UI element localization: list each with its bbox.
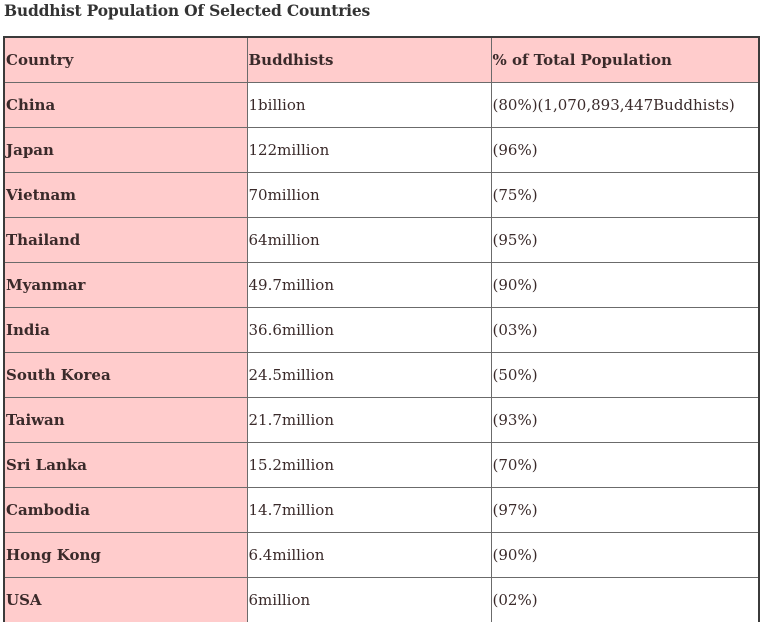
table-row: South Korea 24.5million (50%)	[4, 352, 760, 398]
buddhists-cell: 49.7million	[247, 262, 492, 308]
buddhists-cell: 24.5million	[247, 352, 492, 398]
buddhists-cell: 36.6million	[247, 307, 492, 353]
table-row: Thailand 64million (95%)	[4, 217, 760, 263]
percent-cell: (93%)	[491, 397, 760, 443]
percent-cell: (90%)	[491, 262, 760, 308]
table-row: USA 6million (02%)	[4, 577, 760, 622]
country-cell: South Korea	[4, 352, 248, 398]
percent-cell: (02%)	[491, 577, 760, 622]
buddhists-cell: 1billion	[247, 82, 492, 128]
table-row: Hong Kong 6.4million (90%)	[4, 532, 760, 578]
country-cell: Thailand	[4, 217, 248, 263]
country-cell: Cambodia	[4, 487, 248, 533]
percent-cell: (03%)	[491, 307, 760, 353]
percent-cell: (75%)	[491, 172, 760, 218]
header-percent: % of Total Population	[491, 37, 760, 83]
buddhists-cell: 64million	[247, 217, 492, 263]
table-row: India 36.6million (03%)	[4, 307, 760, 353]
country-cell: Sri Lanka	[4, 442, 248, 488]
buddhists-cell: 70million	[247, 172, 492, 218]
percent-cell: (95%)	[491, 217, 760, 263]
header-country: Country	[4, 37, 248, 83]
table-row: Cambodia 14.7million (97%)	[4, 487, 760, 533]
country-cell: Myanmar	[4, 262, 248, 308]
buddhists-cell: 14.7million	[247, 487, 492, 533]
table-row: Japan 122million (96%)	[4, 127, 760, 173]
buddhists-cell: 21.7million	[247, 397, 492, 443]
header-buddhists: Buddhists	[247, 37, 492, 83]
percent-cell: (70%)	[491, 442, 760, 488]
table-header-row: Country Buddhists % of Total Population	[4, 37, 760, 83]
buddhists-cell: 122million	[247, 127, 492, 173]
buddhists-cell: 15.2million	[247, 442, 492, 488]
country-cell: Taiwan	[4, 397, 248, 443]
page-title: Buddhist Population Of Selected Countrie…	[4, 1, 371, 20]
buddhists-cell: 6million	[247, 577, 492, 622]
table-row: China 1billion (80%)(1,070,893,447Buddhi…	[4, 82, 760, 128]
population-table: Country Buddhists % of Total Population …	[3, 36, 760, 622]
percent-cell: (80%)(1,070,893,447Buddhists)	[491, 82, 760, 128]
percent-cell: (90%)	[491, 532, 760, 578]
country-cell: China	[4, 82, 248, 128]
country-cell: Hong Kong	[4, 532, 248, 578]
country-cell: India	[4, 307, 248, 353]
country-cell: Japan	[4, 127, 248, 173]
table-row: Myanmar 49.7million (90%)	[4, 262, 760, 308]
table-row: Taiwan 21.7million (93%)	[4, 397, 760, 443]
table-row: Vietnam 70million (75%)	[4, 172, 760, 218]
percent-cell: (96%)	[491, 127, 760, 173]
percent-cell: (97%)	[491, 487, 760, 533]
country-cell: USA	[4, 577, 248, 622]
buddhists-cell: 6.4million	[247, 532, 492, 578]
country-cell: Vietnam	[4, 172, 248, 218]
table-row: Sri Lanka 15.2million (70%)	[4, 442, 760, 488]
percent-cell: (50%)	[491, 352, 760, 398]
